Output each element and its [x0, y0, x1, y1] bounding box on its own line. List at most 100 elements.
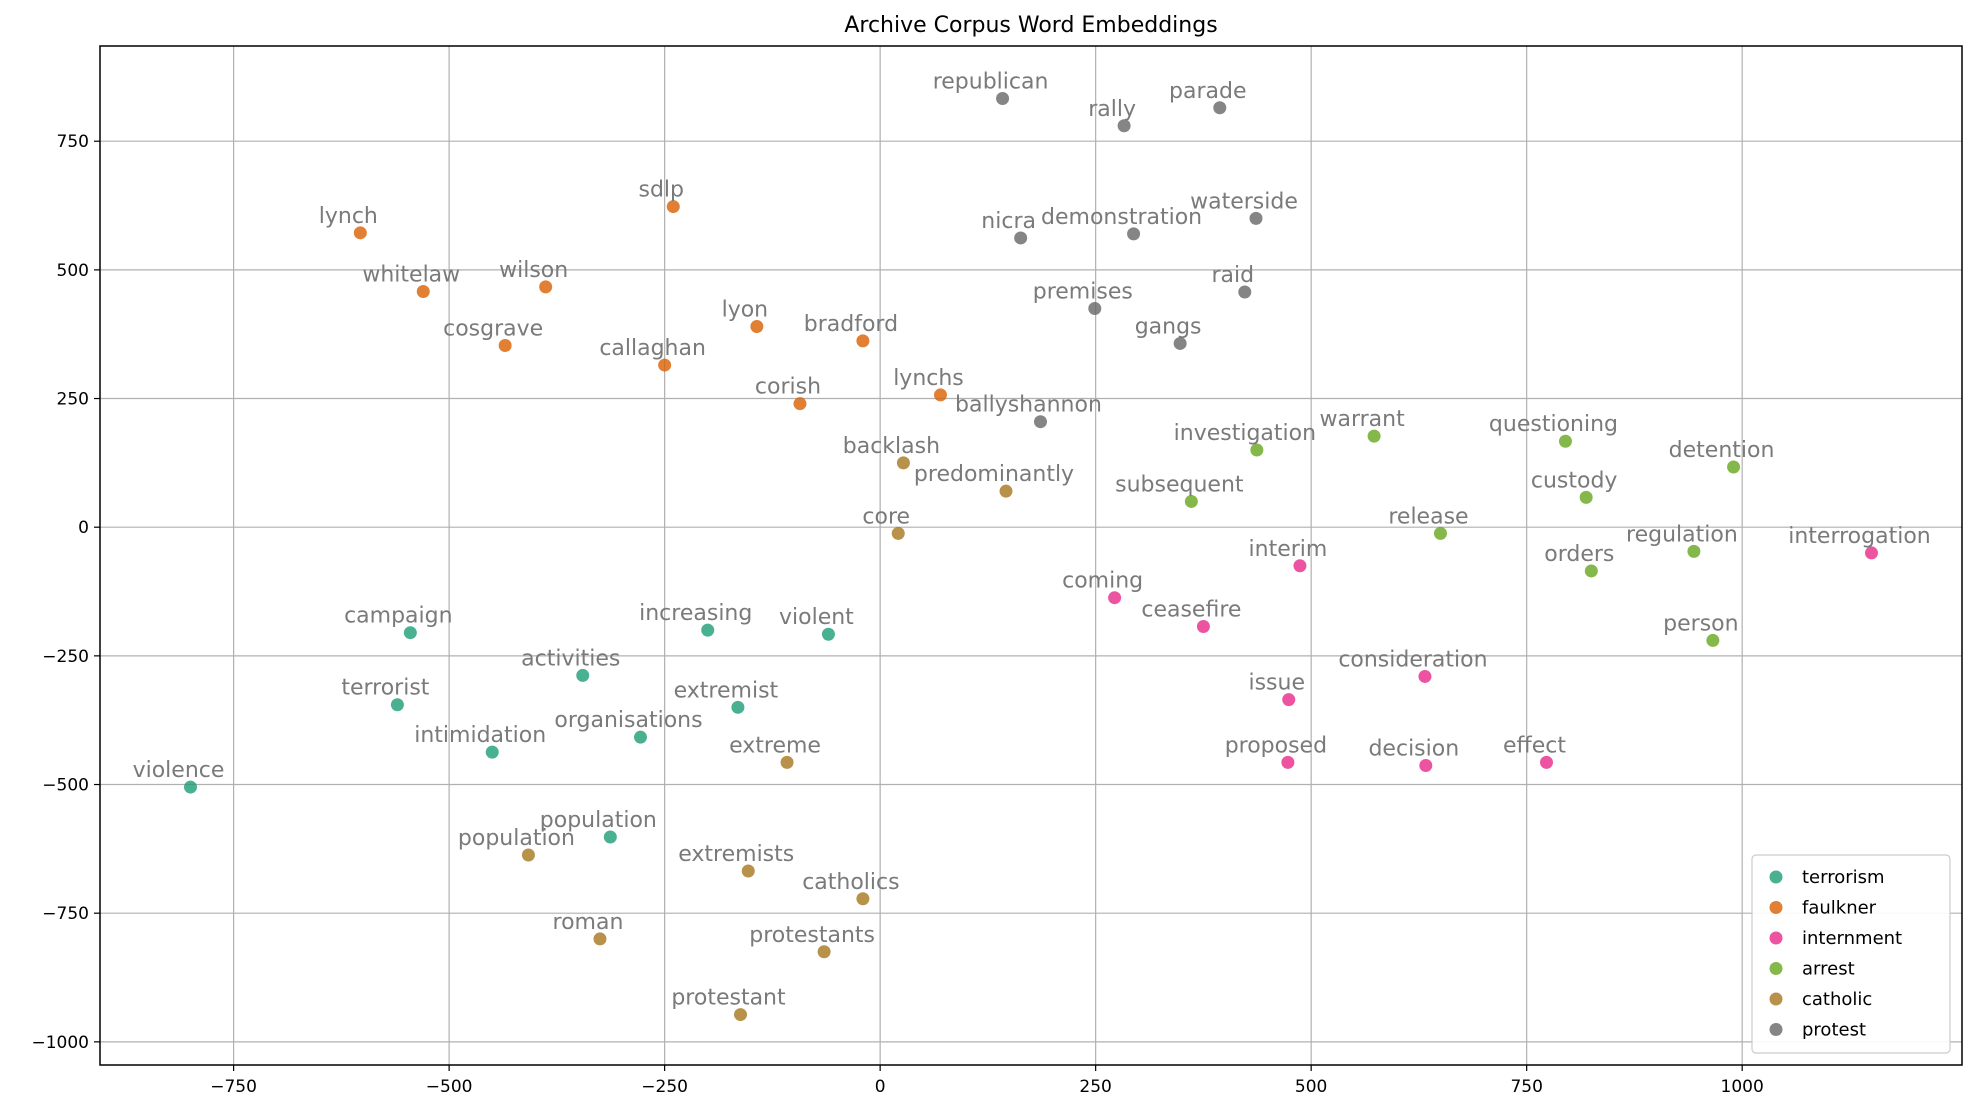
point-label-protestant: protestant	[671, 986, 786, 1011]
legend-marker-internment	[1769, 931, 1783, 945]
x-tick-label: −500	[426, 1077, 473, 1097]
point-activities	[576, 668, 590, 682]
point-extreme	[780, 755, 794, 769]
y-tick-label: −500	[42, 776, 89, 796]
point-label-callaghan: callaghan	[599, 336, 706, 361]
point-label-premises: premises	[1033, 279, 1133, 304]
point-label-sdlp: sdlp	[638, 178, 684, 203]
point-protestants	[817, 945, 831, 959]
point-corish	[793, 397, 807, 411]
grid	[100, 46, 1962, 1065]
legend-label-faulkner: faulkner	[1802, 898, 1877, 919]
point-label-person: person	[1663, 611, 1738, 636]
point-label-subsequent: subsequent	[1115, 472, 1244, 497]
point-label-raid: raid	[1211, 263, 1254, 288]
point-extremists	[741, 864, 755, 878]
legend-label-arrest: arrest	[1802, 959, 1855, 980]
point-cosgrave	[498, 339, 512, 353]
point-warrant	[1367, 429, 1381, 443]
point-label-whitelaw: whitelaw	[362, 262, 460, 287]
point-label-population: population	[458, 826, 575, 851]
point-label-lyon: lyon	[722, 297, 769, 322]
point-effect	[1539, 755, 1553, 769]
point-rally	[1117, 119, 1131, 133]
point-callaghan	[658, 358, 672, 372]
x-tick-label: −250	[641, 1077, 688, 1097]
legend-label-catholic: catholic	[1802, 989, 1872, 1010]
legend-label-terrorism: terrorism	[1802, 867, 1885, 888]
y-tick-label: −250	[42, 647, 89, 667]
point-orders	[1584, 564, 1598, 578]
point-label-warrant: warrant	[1319, 407, 1405, 432]
point-ballyshannon	[1033, 415, 1047, 429]
point-gangs	[1173, 336, 1187, 350]
point-label-release: release	[1388, 504, 1468, 529]
data-points	[184, 91, 1878, 1022]
point-label-parade: parade	[1169, 79, 1246, 104]
point-questioning	[1558, 434, 1572, 448]
point-label-lynchs: lynchs	[893, 366, 964, 391]
point-label-extreme: extreme	[729, 733, 821, 758]
point-label-rally: rally	[1088, 97, 1136, 122]
point-protestant	[733, 1008, 747, 1022]
legend-box	[1751, 854, 1951, 1054]
point-label-catholics: catholics	[802, 870, 899, 895]
point-parade	[1213, 101, 1227, 115]
point-label-nicra: nicra	[981, 209, 1036, 234]
point-violent	[821, 627, 835, 641]
point-organisations	[633, 730, 647, 744]
point-roman	[593, 932, 607, 946]
point-label-campaign: campaign	[344, 604, 452, 629]
point-wilson	[539, 280, 553, 294]
legend-marker-faulkner	[1769, 901, 1783, 914]
point-label-predominantly: predominantly	[914, 462, 1074, 487]
point-campaign	[403, 626, 417, 640]
point-label-detention: detention	[1669, 438, 1775, 463]
legend: terrorism faulkner internment arrest catholi…	[1751, 854, 1951, 1054]
point-label-ceasefire: ceasefire	[1141, 598, 1241, 623]
point-premises	[1088, 301, 1102, 315]
point-label-roman: roman	[553, 910, 624, 935]
point-regulation	[1687, 544, 1701, 558]
point-detention	[1727, 460, 1741, 474]
point-ceasefire	[1196, 620, 1210, 634]
axis-ticks: −750 −500 −250 0 250 500 750 1000 −1000 −750 −500 −…	[31, 132, 1763, 1097]
point-label-custody: custody	[1531, 468, 1618, 493]
point-label-ballyshannon: ballyshannon	[955, 393, 1102, 418]
legend-marker-arrest	[1769, 962, 1783, 975]
point-label-organisations: organisations	[554, 708, 702, 733]
point-lynchs	[933, 388, 947, 402]
point-label-terrorist: terrorist	[341, 676, 429, 701]
x-tick-label: 500	[1295, 1077, 1327, 1097]
point-label-investigation: investigation	[1174, 421, 1316, 446]
point-label-intimidation: intimidation	[414, 723, 546, 748]
point-whitelaw	[416, 284, 430, 298]
point-terrorist	[390, 698, 404, 712]
point-label-orders: orders	[1544, 542, 1614, 567]
legend-label-protest: protest	[1802, 1020, 1866, 1041]
point-label-cosgrave: cosgrave	[443, 317, 543, 342]
x-tick-label: 1000	[1721, 1077, 1764, 1097]
legend-marker-terrorism	[1769, 870, 1783, 884]
legend-label-internment: internment	[1802, 928, 1902, 949]
point-label-consideration: consideration	[1338, 647, 1487, 672]
point-lyon	[750, 319, 764, 333]
point-core	[891, 526, 905, 540]
point-label-core: core	[862, 504, 910, 529]
legend-marker-catholic	[1769, 992, 1783, 1006]
point-issue	[1282, 693, 1296, 707]
point-release	[1433, 526, 1447, 540]
point-label-effect: effect	[1503, 733, 1566, 758]
point-label-coming: coming	[1062, 569, 1143, 594]
point-lynch	[353, 226, 367, 240]
point-violence	[184, 780, 198, 794]
point-label-interrogation: interrogation	[1788, 524, 1930, 549]
point-label-interim: interim	[1249, 537, 1328, 562]
point-bradford	[856, 334, 870, 348]
point-label-backlash: backlash	[843, 434, 940, 459]
y-tick-label: 500	[57, 261, 89, 281]
plot-frame	[99, 45, 1963, 1066]
point-label-extremists: extremists	[678, 842, 794, 867]
x-tick-label: −750	[210, 1077, 257, 1097]
